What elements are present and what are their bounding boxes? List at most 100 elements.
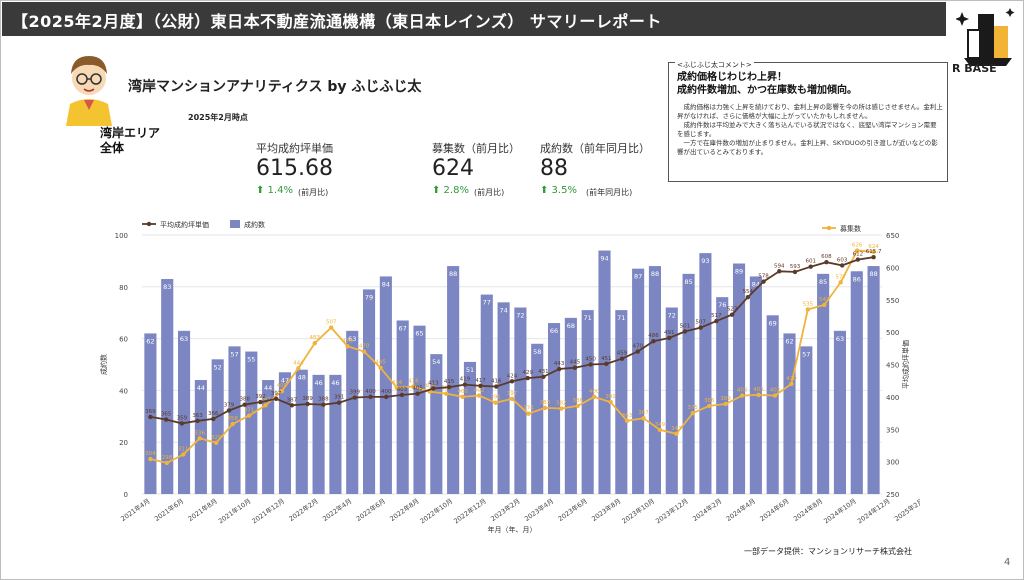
bar-value-label: 67 bbox=[399, 324, 407, 332]
avg-price-value-label: 603 bbox=[837, 257, 848, 263]
metric-label-contracts: 成約数（前年同月比） bbox=[540, 142, 650, 155]
listings-value-label: 392 bbox=[605, 394, 616, 400]
y-right-tick-label: 250 bbox=[886, 491, 899, 499]
point-listings bbox=[526, 411, 531, 416]
listings-value-label: 386 bbox=[572, 398, 583, 404]
point-listings bbox=[591, 394, 597, 400]
bar-value-label: 76 bbox=[718, 301, 726, 309]
x-tick-label: 2021年4月 bbox=[119, 496, 152, 523]
point-avg-price bbox=[525, 375, 530, 381]
x-tick-label: 2023年10月 bbox=[620, 496, 656, 525]
avg-price-value-label: 391 bbox=[334, 395, 345, 401]
avg-price-value-label: 400 bbox=[365, 389, 376, 395]
point-listings bbox=[854, 248, 860, 253]
x-tick-label: 2024年12月 bbox=[855, 496, 891, 525]
bar-contracts bbox=[682, 273, 695, 494]
point-avg-price bbox=[509, 379, 515, 384]
point-listings bbox=[378, 365, 383, 370]
bar-contracts bbox=[312, 374, 325, 494]
point-avg-price bbox=[195, 418, 200, 424]
point-avg-price bbox=[163, 417, 169, 422]
legend-listings-marker bbox=[826, 225, 832, 231]
point-avg-price bbox=[179, 421, 185, 426]
listings-value-label: 336 bbox=[194, 430, 205, 436]
listings-value-label: 400 bbox=[457, 389, 468, 395]
point-avg-price bbox=[871, 255, 876, 260]
bar-contracts bbox=[245, 351, 258, 494]
point-avg-price bbox=[242, 402, 247, 407]
point-listings bbox=[181, 452, 186, 457]
avg-price-value-label: 612 bbox=[853, 252, 864, 258]
point-avg-price bbox=[604, 361, 609, 367]
bar-contracts bbox=[749, 276, 762, 494]
avg-price-value-label: 388 bbox=[239, 397, 250, 403]
bar-contracts bbox=[362, 289, 376, 494]
bar-contracts bbox=[800, 346, 813, 494]
avg-price-value-label: 417 bbox=[475, 378, 486, 384]
legend-avg-price-marker bbox=[146, 221, 152, 227]
bar-value-label: 71 bbox=[584, 314, 592, 322]
point-avg-price bbox=[541, 374, 546, 380]
point-listings bbox=[789, 381, 794, 387]
bar-value-label: 74 bbox=[499, 306, 507, 314]
x-tick-label: 2025年2月 bbox=[892, 496, 920, 523]
bar-contracts bbox=[514, 307, 527, 494]
bar-contracts bbox=[632, 268, 645, 494]
point-avg-price bbox=[226, 408, 232, 413]
point-listings bbox=[345, 344, 350, 349]
bar-value-label: 77 bbox=[483, 299, 491, 307]
listings-value-label: 478 bbox=[342, 338, 353, 344]
legend-avg-price-label: 平均成約坪単価 bbox=[160, 220, 209, 229]
y-right-tick-label: 350 bbox=[886, 426, 899, 434]
y-left-tick-label: 40 bbox=[119, 387, 128, 395]
bar-contracts bbox=[699, 253, 712, 494]
data-source-note: 一部データ提供：マンションリサーチ株式会社 bbox=[744, 547, 912, 556]
x-tick-label: 2022年6月 bbox=[354, 496, 387, 523]
point-avg-price bbox=[572, 365, 578, 370]
avg-price-value-label: 578 bbox=[758, 274, 769, 280]
avg-price-value-label: 429 bbox=[522, 370, 533, 376]
point-avg-price bbox=[321, 402, 326, 407]
combo-chart: 0 20 40 60 80 100 250 300 350 400 450 500 550 600 650 6… bbox=[100, 220, 920, 534]
x-tick-label: 2022年4月 bbox=[321, 496, 354, 523]
area-label: 湾岸エリア 全体 bbox=[100, 126, 160, 156]
legend-contracts-label: 成約数 bbox=[244, 220, 265, 229]
point-listings bbox=[690, 410, 695, 416]
listings-value-label: 383 bbox=[540, 400, 551, 406]
listings-value-label: 414 bbox=[392, 380, 403, 386]
listings-value-label: 402 bbox=[770, 388, 781, 394]
avg-price-value-label: 486 bbox=[648, 333, 659, 339]
listings-value-label: 470 bbox=[359, 344, 370, 350]
point-listings bbox=[312, 340, 317, 346]
point-listings bbox=[394, 385, 400, 391]
y-left-tick-label: 100 bbox=[115, 232, 128, 240]
point-listings bbox=[493, 400, 498, 405]
listings-value-label: 542 bbox=[819, 297, 830, 303]
point-listings bbox=[707, 403, 712, 409]
bar-contracts bbox=[161, 279, 174, 494]
bar-value-label: 51 bbox=[466, 366, 474, 374]
listings-value-label: 304 bbox=[145, 451, 156, 457]
avg-price-value-label: 593 bbox=[790, 264, 801, 270]
bar-contracts bbox=[413, 325, 426, 494]
bar-value-label: 88 bbox=[869, 270, 877, 278]
x-tick-label: 2022年12月 bbox=[452, 496, 488, 525]
point-listings bbox=[871, 249, 876, 255]
listings-value-label: 577 bbox=[835, 274, 846, 280]
point-avg-price bbox=[698, 325, 703, 330]
bar-contracts bbox=[228, 346, 241, 494]
point-avg-price bbox=[148, 414, 153, 420]
point-listings bbox=[509, 396, 515, 402]
avg-price-value-label: 416 bbox=[491, 379, 502, 385]
point-listings bbox=[361, 349, 367, 354]
bar-contracts bbox=[531, 343, 544, 494]
bar-value-label: 79 bbox=[365, 293, 373, 301]
area-line-1: 湾岸エリア bbox=[100, 126, 161, 140]
avg-price-value-label: 459 bbox=[617, 351, 628, 357]
point-avg-price bbox=[761, 279, 766, 284]
point-listings bbox=[444, 391, 449, 396]
point-avg-price bbox=[446, 384, 452, 390]
x-tick-label: 2023年12月 bbox=[654, 496, 690, 525]
y-right-tick-label: 400 bbox=[886, 394, 899, 402]
avg-price-value-label: 397 bbox=[271, 391, 282, 397]
